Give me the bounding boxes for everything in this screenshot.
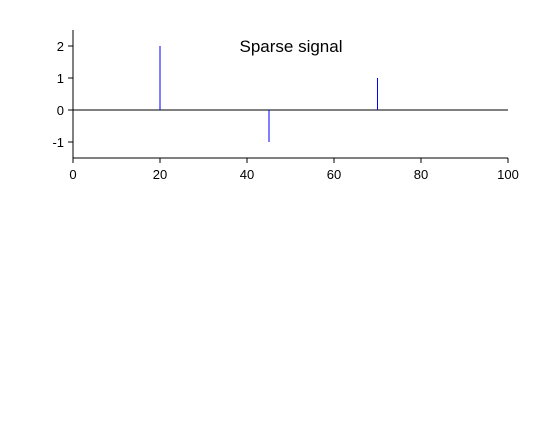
stems-layer [159,46,378,142]
y-tick-label: -1 [52,135,64,150]
y-tick-label: 1 [57,71,64,86]
x-tick-label: 60 [327,167,341,182]
chart-title: Sparse signal [239,37,342,56]
x-tick-label: 100 [497,167,519,182]
x-tick-label: 40 [240,167,254,182]
x-tick-label: 20 [153,167,167,182]
y-tick-label: 0 [57,103,64,118]
x-tick-label: 0 [69,167,76,182]
x-tick-label: 80 [414,167,428,182]
y-tick-label: 2 [57,39,64,54]
axes: 0 20 40 60 80 100 -1 0 1 2 [52,30,519,182]
